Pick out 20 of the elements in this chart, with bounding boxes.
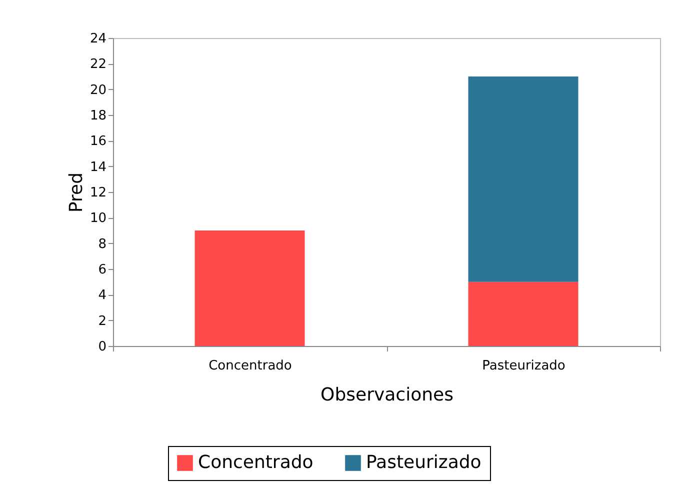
x-axis-title: Observaciones — [320, 384, 454, 406]
y-tick-label: 22 — [90, 57, 106, 72]
bar — [468, 76, 578, 282]
bar — [468, 282, 578, 346]
y-tick-label: 12 — [90, 186, 106, 200]
y-tick-label: 0 — [98, 340, 106, 354]
y-tick-label: 20 — [90, 82, 106, 98]
y-tick-label: 6 — [98, 262, 106, 278]
y-tick-label: 14 — [90, 160, 106, 175]
bar — [194, 230, 305, 346]
legend-label: Pasteurizado — [366, 452, 482, 473]
y-tick-label: 10 — [90, 211, 106, 226]
legend-label: Concentrado — [198, 452, 314, 473]
y-axis-title: Pred — [66, 172, 87, 213]
y-tick-label: 4 — [98, 288, 106, 304]
y-tick-label: 8 — [98, 236, 106, 252]
y-tick-label: 18 — [90, 108, 106, 124]
y-tick-label: 2 — [98, 314, 106, 329]
y-tick-label: 24 — [90, 32, 106, 46]
y-tick-label: 16 — [90, 134, 106, 150]
